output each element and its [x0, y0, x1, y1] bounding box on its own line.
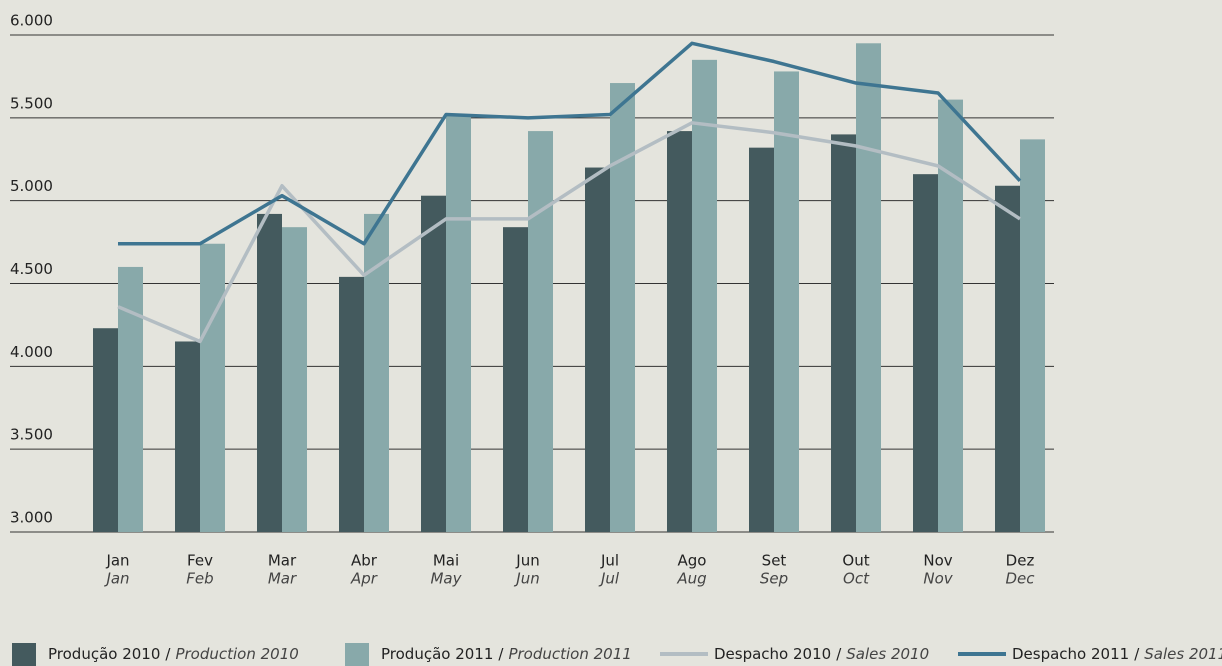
x-tick-label: Nov	[923, 552, 952, 570]
x-tick-label-alt: May	[430, 570, 462, 588]
legend-swatch	[12, 643, 36, 666]
x-tick-label: Jun	[515, 552, 539, 570]
x-tick-label-alt: Jul	[598, 570, 620, 588]
bar	[667, 131, 692, 532]
legend-name: Produção 2011	[381, 645, 493, 663]
x-tick-label: Ago	[678, 552, 707, 570]
legend-name: Despacho 2011	[1012, 645, 1129, 663]
x-tick-label-alt: Oct	[843, 570, 870, 588]
x-tick-label-alt: Aug	[676, 570, 706, 588]
x-tick-label: Mar	[268, 552, 297, 570]
y-tick-label: 6.000	[10, 12, 53, 30]
x-tick-label: Mai	[433, 552, 459, 570]
bar	[93, 328, 118, 532]
bar	[856, 43, 881, 533]
bar	[938, 99, 963, 533]
bar	[831, 134, 856, 532]
bar	[610, 83, 635, 532]
legend-separator: /	[165, 645, 171, 663]
legend-label: Produção 2010 /Production 2010	[48, 645, 299, 663]
legend-label: Despacho 2011 /Sales 2011	[1012, 645, 1222, 663]
x-tick-label-alt: Feb	[186, 570, 213, 588]
legend-name-alt: Sales 2010	[846, 645, 929, 663]
legend-name-alt: Production 2011	[508, 645, 631, 663]
x-tick-label-alt: Dec	[1005, 570, 1035, 588]
y-tick-label: 3.000	[10, 509, 53, 527]
x-tick-label-alt: Sep	[760, 570, 788, 588]
x-tick-label: Dez	[1006, 552, 1035, 570]
legend-name-alt: Sales 2011	[1144, 645, 1222, 663]
line	[117, 121, 1021, 344]
bar	[257, 213, 282, 533]
legend-name: Despacho 2010	[714, 645, 831, 663]
legend-label: Despacho 2010 /Sales 2010	[714, 645, 929, 663]
legend-swatch	[660, 652, 708, 656]
x-tick-label-alt: Mar	[268, 570, 297, 588]
y-tick-label: 5.000	[10, 177, 53, 195]
bar	[503, 227, 528, 532]
bar	[446, 114, 471, 533]
legend-label: Produção 2011 /Production 2011	[381, 645, 632, 663]
bar	[585, 167, 610, 533]
x-tick-label: Fev	[187, 552, 213, 570]
legend-swatch	[958, 652, 1006, 656]
x-tick-label-alt: Jun	[513, 570, 539, 588]
bar	[749, 147, 774, 533]
legend-swatch	[345, 643, 369, 666]
y-tick-label: 3.500	[10, 426, 53, 444]
legend-separator: /	[836, 645, 842, 663]
x-tick-label: Jan	[105, 552, 129, 570]
legend-separator: /	[1134, 645, 1140, 663]
y-tick-label: 4.500	[10, 260, 53, 278]
x-tick-label: Out	[842, 552, 869, 570]
bar	[913, 174, 938, 532]
bar	[200, 243, 225, 533]
legend-name: Produção 2010	[48, 645, 160, 663]
bar	[175, 341, 200, 532]
x-tick-label-alt: Jan	[103, 570, 129, 588]
line	[118, 41, 1022, 246]
bar	[774, 71, 799, 533]
bar	[1020, 139, 1045, 532]
legend-name-alt: Production 2010	[175, 645, 298, 663]
x-tick-label: Jul	[600, 552, 619, 570]
bar	[528, 131, 553, 532]
x-tick-label: Abr	[351, 552, 378, 570]
y-tick-label: 5.500	[10, 94, 53, 112]
bar	[995, 185, 1020, 533]
bar	[339, 276, 364, 532]
bar	[692, 59, 717, 532]
bar	[421, 195, 446, 533]
legend-separator: /	[498, 645, 504, 663]
x-tick-label-alt: Nov	[923, 570, 953, 588]
bar	[282, 227, 307, 532]
x-tick-label-alt: Apr	[350, 570, 378, 588]
y-tick-label: 4.000	[10, 343, 53, 361]
x-tick-label: Set	[762, 552, 787, 570]
